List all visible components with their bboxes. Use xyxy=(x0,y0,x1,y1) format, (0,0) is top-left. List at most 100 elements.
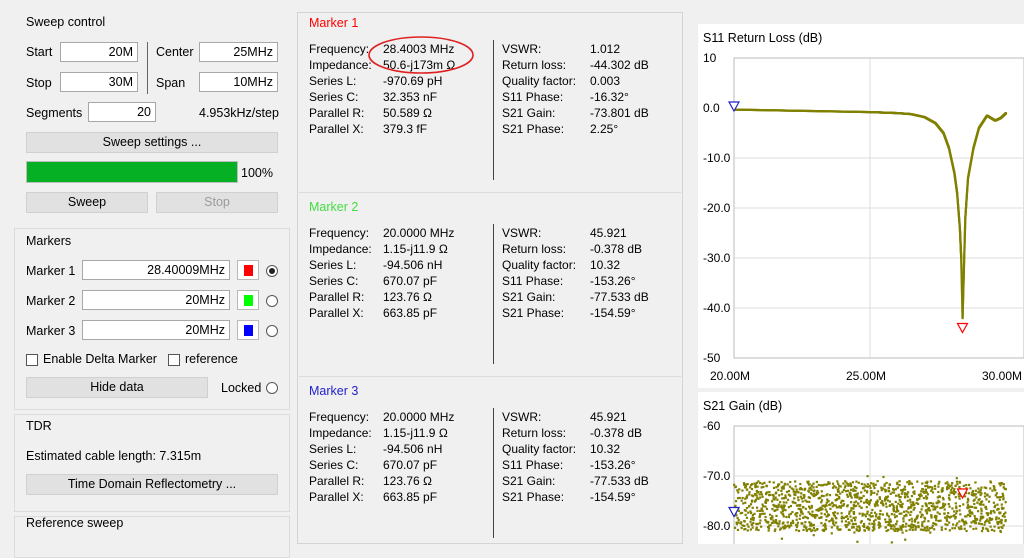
s21-data-point xyxy=(954,491,957,494)
s21-data-point xyxy=(941,496,945,500)
reference-checkbox[interactable] xyxy=(168,354,180,366)
marker-1-frequency-input[interactable]: 28.40009MHz xyxy=(82,260,230,280)
s11-data-point xyxy=(962,297,965,300)
s11-marker-2 xyxy=(956,322,969,334)
segments-input[interactable]: 20 xyxy=(88,102,156,122)
s21-data-point xyxy=(814,513,818,517)
s21-data-point xyxy=(920,508,923,511)
stop-button[interactable]: Stop xyxy=(156,192,278,213)
marker-1-left-value: 32.353 nF xyxy=(383,90,438,104)
s21-data-point xyxy=(990,512,993,515)
s21-data-point xyxy=(763,481,766,484)
s21-data-point xyxy=(980,512,983,515)
marker-1-radio[interactable] xyxy=(266,265,278,277)
s21-data-point xyxy=(756,509,759,513)
s21-chart[interactable]: -60 -70.0 -80.0 xyxy=(698,392,1024,544)
marker-3-left-value: 123.76 Ω xyxy=(383,474,433,488)
marker-1-right-key: S21 Phase: xyxy=(502,122,565,136)
center-input[interactable]: 25MHz xyxy=(199,42,278,62)
s21-data-point xyxy=(813,492,816,495)
s21-data-point xyxy=(921,514,924,517)
s21-data-point xyxy=(794,513,797,516)
s21-data-point xyxy=(786,524,790,527)
sweep-control-title: Sweep control xyxy=(26,15,106,29)
s11-chart[interactable]: 10 0.0 -10.0 -20.0 -30.0 -40.0 -50 20.00M 25.00M… xyxy=(698,24,1024,388)
s21-data-point xyxy=(777,525,780,528)
start-input[interactable]: 20M xyxy=(60,42,138,62)
s21-data-point xyxy=(963,495,967,498)
sweep-button[interactable]: Sweep xyxy=(26,192,148,213)
s21-data-point xyxy=(913,506,916,510)
s11-y-tick-label: -30.0 xyxy=(703,251,731,265)
s21-data-point xyxy=(944,503,947,506)
tdr-button[interactable]: Time Domain Reflectometry ... xyxy=(26,474,278,495)
locked-radio[interactable] xyxy=(266,382,278,394)
marker-2-color-button[interactable] xyxy=(237,290,259,310)
s21-data-point xyxy=(813,513,816,517)
s21-data-point xyxy=(741,489,744,492)
s21-data-point xyxy=(780,493,784,496)
stop-input[interactable]: 30M xyxy=(60,72,138,92)
s21-data-point xyxy=(869,515,873,518)
s21-data-point xyxy=(812,482,815,485)
marker-2-radio[interactable] xyxy=(266,295,278,307)
s21-data-point xyxy=(740,499,743,502)
hide-data-button[interactable]: Hide data xyxy=(26,377,208,398)
s21-data-point xyxy=(981,515,984,518)
marker-1-color-button[interactable] xyxy=(237,260,259,280)
s21-data-point xyxy=(803,524,806,527)
s21-data-point xyxy=(842,482,845,485)
s11-data-point xyxy=(963,238,966,241)
delta-marker-checkbox[interactable] xyxy=(26,354,38,366)
s11-data-point xyxy=(1004,112,1008,115)
s11-data-point xyxy=(962,293,965,296)
s21-data-point xyxy=(956,522,959,525)
s21-data-point xyxy=(922,490,925,494)
s21-data-point xyxy=(847,528,851,531)
marker-3-frequency-input[interactable]: 20MHz xyxy=(82,320,230,340)
s21-data-point xyxy=(947,483,950,486)
s11-data-point xyxy=(962,267,966,270)
s11-data-point xyxy=(963,242,966,245)
s21-data-point xyxy=(876,490,880,493)
s21-data-point xyxy=(979,517,982,520)
sweep-settings-button[interactable]: Sweep settings ... xyxy=(26,132,278,153)
s21-data-point xyxy=(837,506,840,509)
marker-3-color-button[interactable] xyxy=(237,320,259,340)
s21-data-point xyxy=(979,488,982,491)
marker-2-frequency-input[interactable]: 20MHz xyxy=(82,290,230,310)
s21-data-point xyxy=(924,491,927,494)
s21-data-point xyxy=(894,500,897,503)
s11-data-point xyxy=(963,227,967,230)
s21-data-point xyxy=(974,519,977,522)
s21-data-point xyxy=(750,494,754,497)
s21-data-point xyxy=(868,484,871,487)
marker-3-left-key: Parallel X: xyxy=(309,490,364,504)
s21-data-point xyxy=(848,512,851,515)
s21-data-point xyxy=(970,521,973,524)
marker-3-radio[interactable] xyxy=(266,325,278,337)
s21-data-point xyxy=(918,495,922,498)
s21-data-point xyxy=(901,502,904,505)
s21-data-point xyxy=(884,502,888,505)
s21-data-point xyxy=(988,517,991,520)
s11-data-point xyxy=(963,234,966,237)
marker-3-left-value: 20.0000 MHz xyxy=(383,410,455,424)
s21-data-point xyxy=(873,522,876,525)
s21-data-point xyxy=(933,515,936,519)
s21-data-point xyxy=(942,498,945,501)
s11-data-point xyxy=(963,248,966,251)
s21-data-point xyxy=(762,485,765,489)
s21-data-point xyxy=(849,515,852,518)
s21-data-point xyxy=(997,517,1000,520)
s21-data-point xyxy=(840,504,844,507)
span-input[interactable]: 10MHz xyxy=(199,72,278,92)
s21-data-point xyxy=(907,524,910,527)
s21-data-point xyxy=(920,490,923,493)
s21-data-point xyxy=(932,508,935,511)
s21-data-point xyxy=(937,519,940,523)
s21-data-point xyxy=(913,519,916,522)
s21-data-point xyxy=(871,529,874,532)
s21-data-point xyxy=(828,494,832,497)
s21-data-point xyxy=(735,514,738,517)
